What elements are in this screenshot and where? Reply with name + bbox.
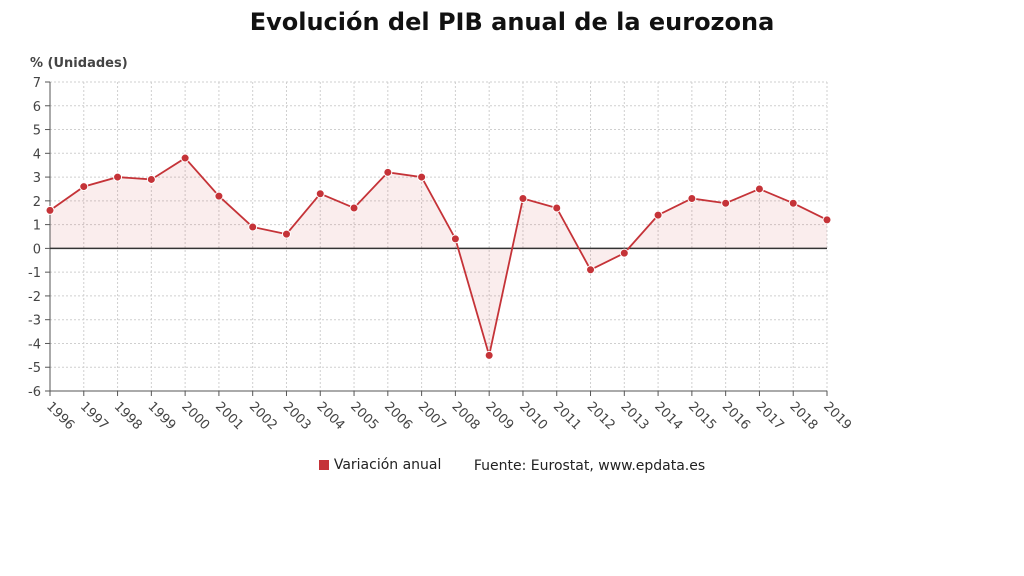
x-tick-label: 2012 [584,399,618,433]
data-point [754,184,764,194]
data-point [315,189,325,199]
area-fill [50,158,827,356]
y-tick-label: -3 [28,314,41,329]
y-tick-label: 4 [33,147,41,162]
x-tick-label: 2004 [313,399,347,433]
data-point [619,248,629,258]
y-tick-label: 2 [33,195,41,210]
series-area [50,158,827,356]
data-point [484,350,494,360]
y-tick-label: 5 [33,124,41,139]
x-tick-label: 2011 [550,399,584,433]
x-tick-label: 2002 [246,399,280,433]
data-point [788,198,798,208]
data-point [349,203,359,213]
x-tick-label: 2009 [482,399,516,433]
y-tick-label: -6 [28,385,41,400]
x-tick-label: 1998 [111,399,145,433]
data-point [248,222,258,232]
data-points [45,153,832,360]
x-tick-label: 2005 [347,399,381,433]
series-line [49,156,828,356]
data-point [281,229,291,239]
y-tick-labels: -6 -5 -4 -3 -2 -1 0 1 2 3 4 5 6 7 [28,76,41,400]
x-tick-label: 2014 [651,399,685,433]
data-point [113,172,123,182]
data-point [518,193,528,203]
y-tick-label: 0 [33,242,41,257]
legend-label: Variación anual [333,457,442,473]
x-tick-label: 2019 [820,399,854,433]
x-tick-label: 2015 [685,399,719,433]
legend: Variación anual Fuente: Eurostat, www.ep… [0,457,1024,474]
data-point [653,210,663,220]
axes [45,81,828,396]
y-tick-label: -2 [28,290,41,305]
data-point [180,153,190,163]
data-point [45,205,55,215]
legend-item: Variación anual [318,457,442,473]
x-tick-label: 2000 [178,399,212,433]
data-point [214,191,224,201]
data-point [586,265,596,275]
x-tick-label: 2013 [617,399,651,433]
data-point [79,182,89,192]
data-point [552,203,562,213]
y-tick-label: -4 [28,337,41,352]
y-tick-label: -5 [28,361,41,376]
y-tick-label: -1 [28,266,41,281]
y-tick-label: 7 [33,76,41,91]
x-tick-label: 2003 [280,399,314,433]
x-tick-labels: 1996 1997 1998 1999 2000 2001 2002 2003 2004 2005… [43,399,854,433]
source-note: Fuente: Eurostat, www.epdata.es [473,458,706,474]
data-point [450,234,460,244]
x-tick-label: 2001 [212,399,246,433]
chart-title: Evolución del PIB anual de la eurozona [249,8,775,36]
y-axis-label: % (Unidades) [30,56,128,71]
series-path [49,156,828,356]
x-tick-label: 2008 [449,399,483,433]
x-tick-label: 1999 [145,399,179,433]
x-tick-label: 2018 [786,399,820,433]
data-point [383,167,393,177]
x-tick-label: 2017 [753,399,787,433]
y-tick-label: 1 [33,219,41,234]
x-tick-label: 1997 [77,399,111,433]
data-point [822,215,832,225]
x-tick-label: 2006 [381,399,415,433]
x-tick-label: 1996 [43,399,77,433]
y-tick-label: 3 [33,171,41,186]
data-point [146,174,156,184]
x-tick-label: 2010 [516,399,550,433]
x-tick-label: 2007 [415,399,449,433]
data-point [417,172,427,182]
data-point [721,198,731,208]
legend-swatch [318,460,329,470]
x-tick-label: 2016 [719,399,753,433]
data-point [687,193,697,203]
y-tick-label: 6 [33,100,41,115]
